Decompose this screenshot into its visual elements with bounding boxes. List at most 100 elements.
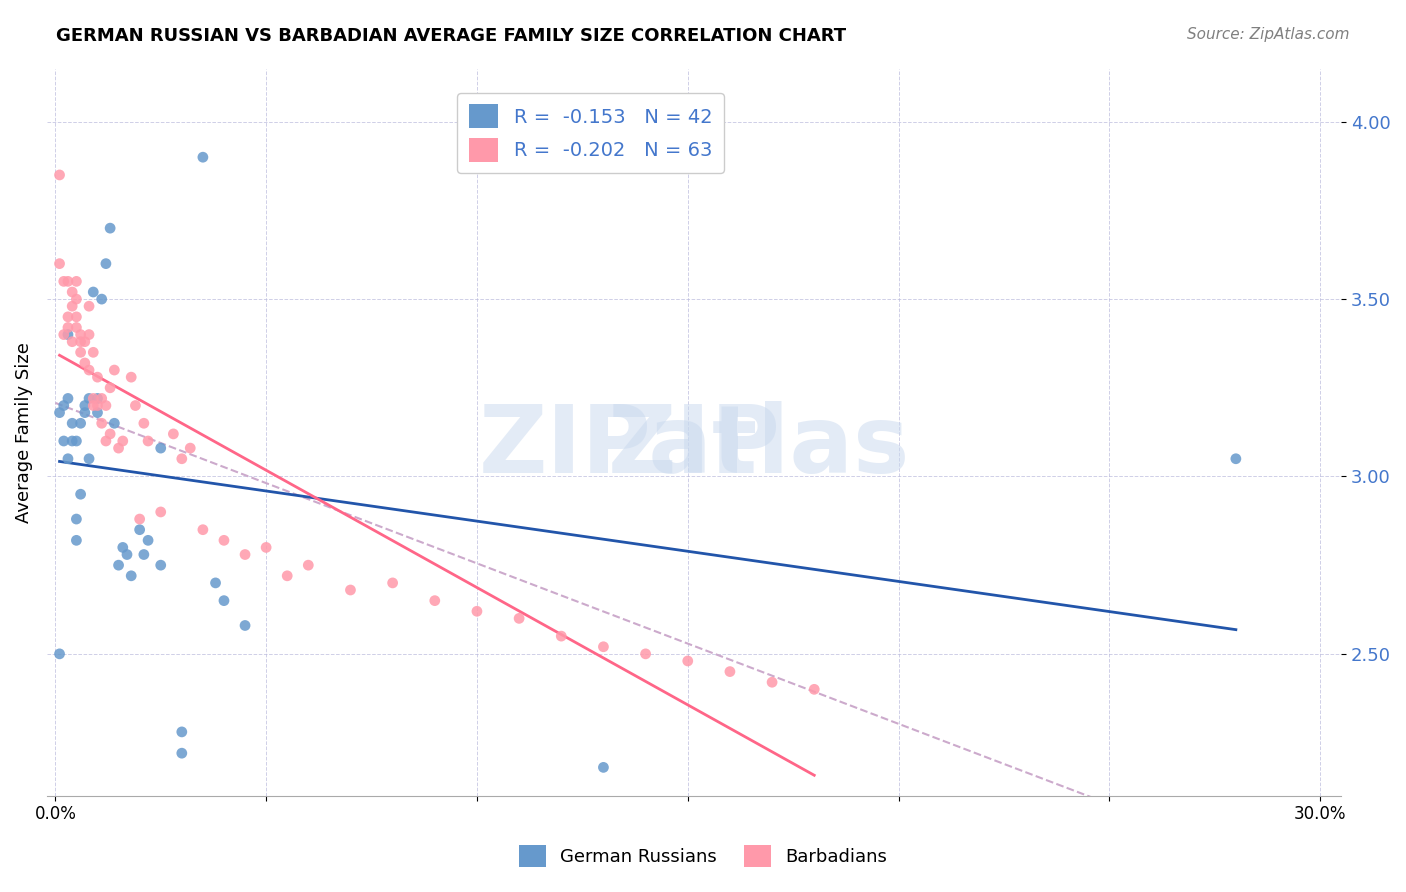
Point [103, 417, 125, 431]
Legend: German Russians, Barbadians: German Russians, Barbadians [512, 838, 894, 874]
Text: ZIPatlas: ZIPatlas [478, 401, 910, 492]
Point [73, 356, 96, 370]
Point [179, 441, 201, 455]
Point [48, 257, 70, 271]
Point [82, 392, 104, 406]
Point [191, 150, 214, 164]
Point [86, 370, 108, 384]
Point [254, 541, 277, 555]
Point [212, 593, 235, 607]
Point [111, 541, 134, 555]
Point [56, 320, 79, 334]
Point [52, 274, 75, 288]
Point [77, 327, 100, 342]
Point [52, 327, 75, 342]
Point [162, 426, 184, 441]
Point [52, 434, 75, 448]
Point [60, 334, 83, 349]
Point [508, 611, 530, 625]
Text: Source: ZipAtlas.com: Source: ZipAtlas.com [1187, 27, 1350, 42]
Point [276, 569, 298, 583]
Point [423, 593, 446, 607]
Point [86, 406, 108, 420]
Point [56, 310, 79, 324]
Point [1225, 451, 1247, 466]
Point [65, 310, 87, 324]
Point [65, 292, 87, 306]
Point [82, 399, 104, 413]
Point [65, 533, 87, 548]
Point [128, 523, 150, 537]
Point [69, 487, 91, 501]
Point [718, 665, 741, 679]
Point [120, 569, 142, 583]
Point [465, 604, 488, 618]
Text: GERMAN RUSSIAN VS BARBADIAN AVERAGE FAMILY SIZE CORRELATION CHART: GERMAN RUSSIAN VS BARBADIAN AVERAGE FAMI… [56, 27, 846, 45]
Point [56, 327, 79, 342]
Point [73, 406, 96, 420]
Point [803, 682, 825, 697]
Point [86, 392, 108, 406]
Point [94, 257, 117, 271]
Point [90, 392, 112, 406]
Point [60, 299, 83, 313]
Point [103, 363, 125, 377]
Point [98, 381, 121, 395]
Point [82, 345, 104, 359]
Point [381, 575, 404, 590]
Point [136, 533, 159, 548]
Point [69, 345, 91, 359]
Point [98, 426, 121, 441]
Y-axis label: Average Family Size: Average Family Size [15, 342, 32, 523]
Point [52, 399, 75, 413]
Point [60, 434, 83, 448]
Point [65, 274, 87, 288]
Point [339, 582, 361, 597]
Point [56, 451, 79, 466]
Point [592, 640, 614, 654]
Point [65, 512, 87, 526]
Point [550, 629, 572, 643]
Point [60, 285, 83, 299]
Point [107, 441, 129, 455]
Point [761, 675, 783, 690]
Point [233, 618, 256, 632]
Text: ZIP: ZIP [607, 401, 780, 492]
Point [297, 558, 319, 573]
Point [115, 548, 138, 562]
Point [124, 399, 146, 413]
Point [592, 760, 614, 774]
Point [136, 434, 159, 448]
Legend: R =  -0.153   N = 42, R =  -0.202   N = 63: R = -0.153 N = 42, R = -0.202 N = 63 [457, 93, 724, 173]
Point [77, 299, 100, 313]
Point [107, 558, 129, 573]
Point [48, 406, 70, 420]
Point [56, 274, 79, 288]
Point [65, 320, 87, 334]
Point [77, 363, 100, 377]
Point [149, 441, 172, 455]
Point [98, 221, 121, 235]
Point [73, 334, 96, 349]
Point [233, 548, 256, 562]
Point [128, 512, 150, 526]
Point [132, 548, 155, 562]
Point [69, 417, 91, 431]
Point [191, 523, 214, 537]
Point [204, 575, 226, 590]
Point [170, 725, 193, 739]
Point [132, 417, 155, 431]
Point [77, 451, 100, 466]
Point [73, 399, 96, 413]
Point [90, 292, 112, 306]
Point [69, 334, 91, 349]
Point [90, 417, 112, 431]
Point [120, 370, 142, 384]
Point [94, 399, 117, 413]
Point [48, 647, 70, 661]
Point [48, 168, 70, 182]
Point [149, 505, 172, 519]
Point [170, 451, 193, 466]
Point [111, 434, 134, 448]
Point [94, 434, 117, 448]
